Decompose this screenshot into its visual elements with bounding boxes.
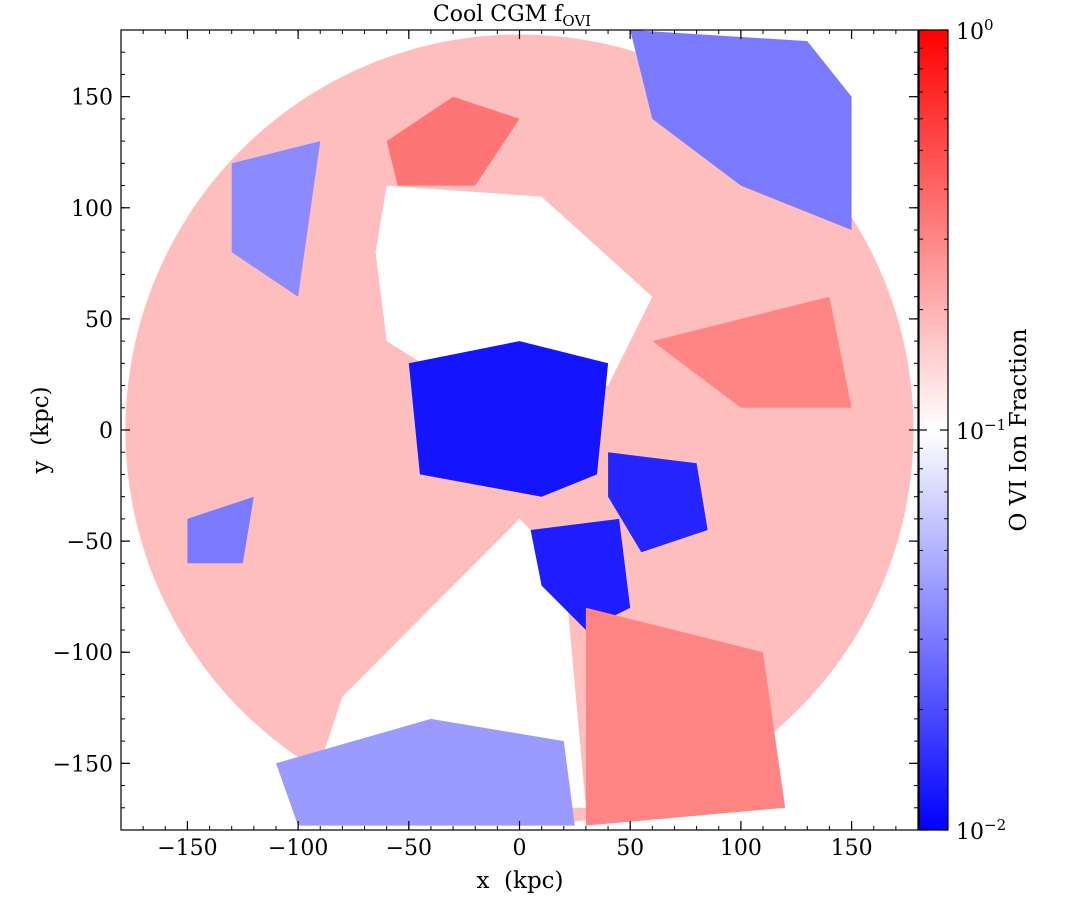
y-tick-label: 0: [99, 419, 113, 444]
colorbar-tick-label: 10−1: [956, 416, 1006, 445]
region-lower-stream: [530, 518, 631, 630]
y-tick-label: −50: [67, 530, 113, 555]
colorbar-tick-label: 100: [956, 16, 994, 45]
x-tick-label: −100: [268, 836, 328, 861]
x-axis: −150 −100 −50 0 50 100 150: [120, 30, 919, 861]
region-right-red: [652, 296, 852, 408]
x-axis-label: x (kpc): [476, 868, 563, 894]
chart-title-main: Cool CGM f: [433, 2, 564, 27]
y-tick-label: 100: [71, 197, 113, 222]
region-upper-right-blue: [630, 30, 852, 230]
plot-area: [125, 30, 914, 826]
chart-title-subscript: OVI: [562, 12, 591, 30]
x-tick-label: −150: [157, 836, 217, 861]
x-tick-label: 0: [513, 836, 527, 861]
colorbar-ticks: 100 10−1 10−2: [919, 16, 1006, 845]
chart-title: Cool CGM fOVI: [433, 2, 591, 30]
region-bottom-blocks: [276, 718, 575, 826]
colorbar-tick-label: 10−2: [956, 816, 1006, 845]
x-tick-label: 150: [831, 836, 873, 861]
y-tick-label: −150: [53, 752, 113, 777]
y-tick-label: 150: [71, 86, 113, 111]
region-central-hole: [375, 185, 653, 397]
region-lower-right-red: [585, 607, 786, 826]
x-tick-label: −50: [386, 836, 432, 861]
y-axis: −150 −100 −50 0 50 100 150: [53, 29, 918, 831]
colorbar-label: O VI Ion Fraction: [1006, 328, 1032, 531]
region-left-mid-blue: [187, 496, 254, 564]
region-center-core: [408, 341, 609, 497]
x-tick-label: 50: [616, 836, 644, 861]
y-tick-label: −100: [53, 641, 113, 666]
x-tick-label: 100: [720, 836, 762, 861]
y-tick-label: 50: [85, 308, 113, 333]
region-upper-left-blue: [231, 141, 321, 297]
region-upper-red: [386, 96, 520, 186]
y-axis-label: y (kpc): [28, 386, 54, 474]
region-right-clumps: [608, 452, 708, 553]
